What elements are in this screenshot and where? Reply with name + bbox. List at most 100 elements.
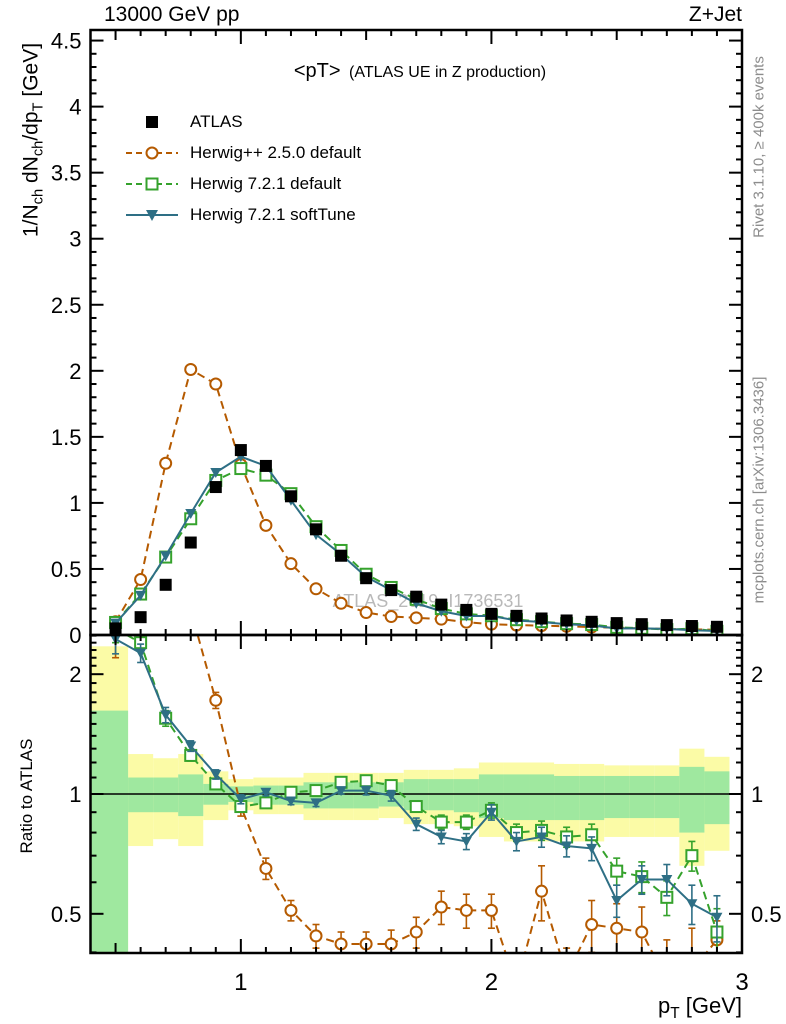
legend: ATLAS Herwig++ 2.5.0 default Herwig 7.2.1 …: [126, 106, 361, 230]
data-point-marker: [586, 843, 598, 854]
legend-label: ATLAS: [190, 111, 243, 131]
data-point-marker: [686, 899, 698, 910]
data-point-marker: [611, 896, 623, 907]
data-point-marker: [284, 490, 297, 503]
data-point-marker: [284, 785, 298, 799]
data-point-marker: [135, 590, 147, 601]
data-point-marker: [635, 925, 649, 939]
band-green: [704, 771, 730, 825]
ratio-y-tick-label: 2: [69, 662, 81, 687]
data-point-marker: [636, 874, 648, 885]
band-green: [178, 774, 204, 817]
data-point-marker: [209, 777, 223, 791]
data-point-marker: [185, 508, 197, 519]
data-point-marker: [585, 615, 598, 628]
main-y-tick-label: 2: [69, 359, 81, 384]
beam-energy-label: 13000 GeV pp: [104, 3, 240, 26]
data-point-marker: [460, 836, 472, 847]
data-point-marker: [259, 861, 273, 875]
data-point-marker: [661, 975, 672, 986]
data-point-marker: [561, 970, 572, 981]
x-tick-label: 1: [234, 969, 247, 996]
data-point-marker: [285, 796, 297, 807]
band-green: [629, 775, 655, 819]
ratio-uncertainty-bands: [90, 646, 730, 953]
legend-marker-open-square: [126, 177, 178, 190]
data-point-marker: [159, 578, 172, 591]
main-y-tick-label: 4.5: [51, 29, 82, 54]
data-point-marker: [384, 610, 398, 624]
data-point-marker: [510, 836, 522, 847]
legend-item: Herwig++ 2.5.0 default: [126, 137, 361, 168]
data-point-marker: [185, 604, 196, 615]
main-y-tick-label: 3.5: [51, 161, 82, 186]
legend-item: Herwig 7.2.1 default: [126, 168, 361, 199]
data-point-marker: [335, 786, 347, 797]
band-green: [554, 775, 580, 821]
band-green: [90, 710, 129, 953]
data-point-marker: [409, 611, 423, 625]
data-point-marker: [284, 557, 298, 571]
process-label: Z+Jet: [688, 3, 742, 26]
data-point-marker: [359, 606, 373, 620]
main-y-tick-label: 0: [69, 623, 81, 648]
data-point-marker: [209, 693, 223, 707]
ratio-y-tick-label: 0.5: [51, 902, 82, 927]
data-point-marker: [610, 617, 623, 630]
data-point-marker: [309, 582, 323, 596]
band-green: [529, 774, 555, 821]
series-atlas: [109, 444, 723, 635]
ratio-y-tick-label: 1: [69, 782, 81, 807]
data-point-marker: [184, 362, 198, 376]
data-point-marker: [335, 549, 348, 562]
data-point-marker: [686, 965, 697, 976]
data-point-marker: [434, 900, 448, 914]
band-green: [153, 777, 179, 813]
data-point-marker: [185, 741, 197, 752]
data-point-marker: [334, 596, 348, 610]
ratio-y-tick-label-right: 1: [751, 782, 763, 807]
data-point-marker: [134, 573, 148, 587]
data-point-marker: [209, 377, 223, 391]
x-tick-label: 3: [735, 969, 748, 996]
legend-item: ATLAS: [126, 106, 361, 137]
data-point-marker: [310, 798, 322, 809]
data-point-marker: [409, 800, 423, 814]
data-point-marker: [560, 614, 573, 627]
data-point-marker: [435, 598, 448, 611]
legend-marker-open-circle: [126, 146, 178, 159]
data-point-marker: [309, 784, 323, 798]
main-y-tick-label: 0.5: [51, 557, 82, 582]
band-green: [679, 766, 705, 833]
data-point-marker: [459, 815, 473, 829]
data-point-marker: [435, 832, 447, 843]
ratio-y-tick-label-right: 0.5: [751, 902, 782, 927]
data-point-marker: [410, 819, 422, 830]
band-green: [579, 775, 605, 821]
data-point-marker: [711, 912, 723, 923]
data-point-marker: [635, 618, 648, 631]
band-green: [654, 775, 680, 819]
data-point-marker: [210, 769, 222, 780]
data-point-marker: [159, 456, 173, 470]
data-point-marker: [585, 918, 599, 932]
axis-ticks: [90, 30, 743, 954]
data-point-marker: [510, 609, 523, 622]
data-point-marker: [610, 864, 624, 878]
main-y-tick-label: 1: [69, 491, 81, 516]
data-point-marker: [561, 841, 573, 852]
data-point-marker: [160, 710, 172, 721]
data-point-marker: [360, 572, 373, 585]
data-point-marker: [234, 462, 248, 476]
data-point-marker: [460, 603, 473, 616]
data-point-marker: [259, 459, 272, 472]
data-point-marker: [484, 903, 498, 917]
legend-label: Herwig++ 2.5.0 default: [190, 142, 362, 162]
data-point-marker: [511, 980, 522, 991]
data-point-marker: [160, 551, 172, 562]
data-point-marker: [260, 787, 272, 798]
data-point-marker: [359, 774, 373, 788]
main-panel-series: [109, 362, 724, 635]
ratio-y-axis-title: Ratio to ATLAS: [17, 738, 36, 854]
data-point-marker: [385, 584, 398, 597]
